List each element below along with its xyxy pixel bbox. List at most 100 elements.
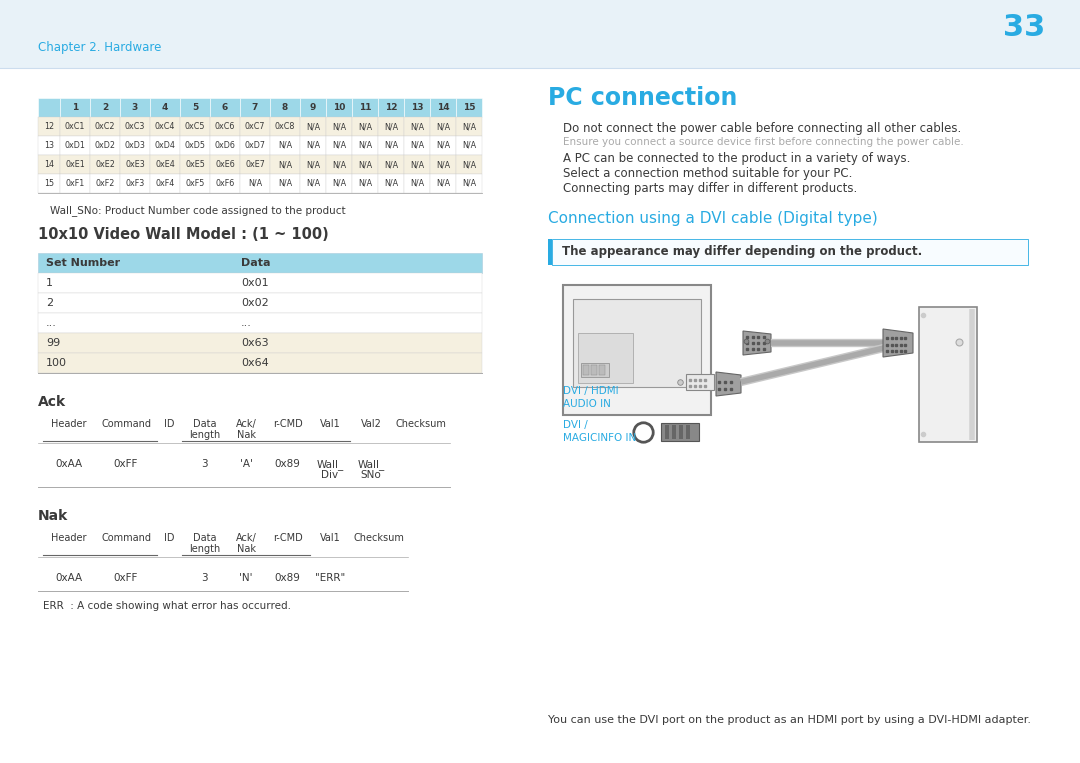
Bar [552,239,1028,265]
Text: 0xE6: 0xE6 [215,160,234,169]
Bar [270,174,300,193]
Bar [38,313,482,333]
Bar [210,155,240,174]
Text: 0xD1: 0xD1 [65,141,85,150]
Text: Header: Header [51,419,86,429]
Bar [60,117,90,136]
Text: 14: 14 [436,103,449,112]
Text: Nak: Nak [237,544,256,554]
Bar [90,155,120,174]
Bar [38,273,482,293]
Bar [150,117,180,136]
Bar [326,136,352,155]
Bar [180,98,210,117]
Bar [38,155,60,174]
Text: 13: 13 [44,141,54,150]
Text: 0x89: 0x89 [274,573,300,583]
Text: ...: ... [46,318,57,328]
Text: DVI / HDMI
AUDIO IN: DVI / HDMI AUDIO IN [563,386,619,409]
Bar [300,155,326,174]
Text: 12: 12 [44,122,54,131]
Bar [661,423,699,441]
Bar [120,174,150,193]
Bar [60,98,90,117]
Text: N/A: N/A [383,160,399,169]
Text: 8: 8 [282,103,288,112]
Text: Chapter 2. Hardware: Chapter 2. Hardware [38,40,161,53]
Text: Header: Header [51,533,86,543]
Text: N/A: N/A [383,179,399,188]
Text: 14: 14 [44,160,54,169]
Bar [326,117,352,136]
Text: 0xD7: 0xD7 [244,141,266,150]
Text: 0xC3: 0xC3 [125,122,145,131]
Text: 5: 5 [192,103,198,112]
Bar [90,174,120,193]
Bar [378,98,404,117]
Text: 0xFF: 0xFF [113,573,138,583]
Text: N/A: N/A [462,141,476,150]
Text: 0xAA: 0xAA [55,459,82,469]
Bar [326,155,352,174]
Bar [583,365,589,375]
Text: 0x63: 0x63 [241,338,269,348]
Text: N/A: N/A [436,179,450,188]
Bar [378,136,404,155]
Bar [456,98,482,117]
Text: 0xF2: 0xF2 [95,179,114,188]
Text: 0xC7: 0xC7 [245,122,266,131]
Text: 3: 3 [201,459,207,469]
Bar [38,293,482,313]
Text: N/A: N/A [462,122,476,131]
Text: Ack/: Ack/ [235,419,256,429]
Bar [240,174,270,193]
Text: N/A: N/A [462,160,476,169]
Text: Data: Data [192,533,216,543]
Text: Val2: Val2 [361,419,381,429]
Text: N/A: N/A [306,141,320,150]
Text: Val1: Val1 [320,419,340,429]
Text: 3: 3 [201,573,207,583]
Text: N/A: N/A [357,179,373,188]
Bar [456,136,482,155]
Bar [404,136,430,155]
Text: 0xD6: 0xD6 [215,141,235,150]
Text: N/A: N/A [357,141,373,150]
Text: 0x64: 0x64 [241,358,269,368]
Text: 6: 6 [221,103,228,112]
Bar [210,136,240,155]
Bar [378,155,404,174]
Text: 0xC2: 0xC2 [95,122,116,131]
Text: N/A: N/A [436,122,450,131]
Text: 0xD4: 0xD4 [154,141,175,150]
Text: 0xE5: 0xE5 [185,160,205,169]
Bar [404,117,430,136]
Text: 13: 13 [410,103,423,112]
Text: N/A: N/A [383,141,399,150]
Text: 1: 1 [72,103,78,112]
Bar [180,136,210,155]
Text: Ack/: Ack/ [235,533,256,543]
Text: Command: Command [102,419,151,429]
Bar [352,117,378,136]
Text: N/A: N/A [410,160,424,169]
Text: 3: 3 [132,103,138,112]
Bar [300,98,326,117]
Bar [581,363,609,377]
Bar [404,98,430,117]
Text: 0xF1: 0xF1 [66,179,84,188]
Text: Nak: Nak [38,509,68,523]
Text: 0xC5: 0xC5 [185,122,205,131]
Text: You can use the DVI port on the product as an HDMI port by using a DVI-HDMI adap: You can use the DVI port on the product … [548,715,1031,725]
Text: 0xF4: 0xF4 [156,179,175,188]
Bar [38,253,482,273]
Text: N/A: N/A [383,122,399,131]
Text: Wall_: Wall_ [357,459,384,470]
Bar [456,174,482,193]
Bar [0,0,1080,68]
Text: 0xAA: 0xAA [55,573,82,583]
Text: 'N': 'N' [240,573,253,583]
Text: N/A: N/A [410,141,424,150]
Text: 0xF5: 0xF5 [186,179,205,188]
Text: N/A: N/A [410,179,424,188]
